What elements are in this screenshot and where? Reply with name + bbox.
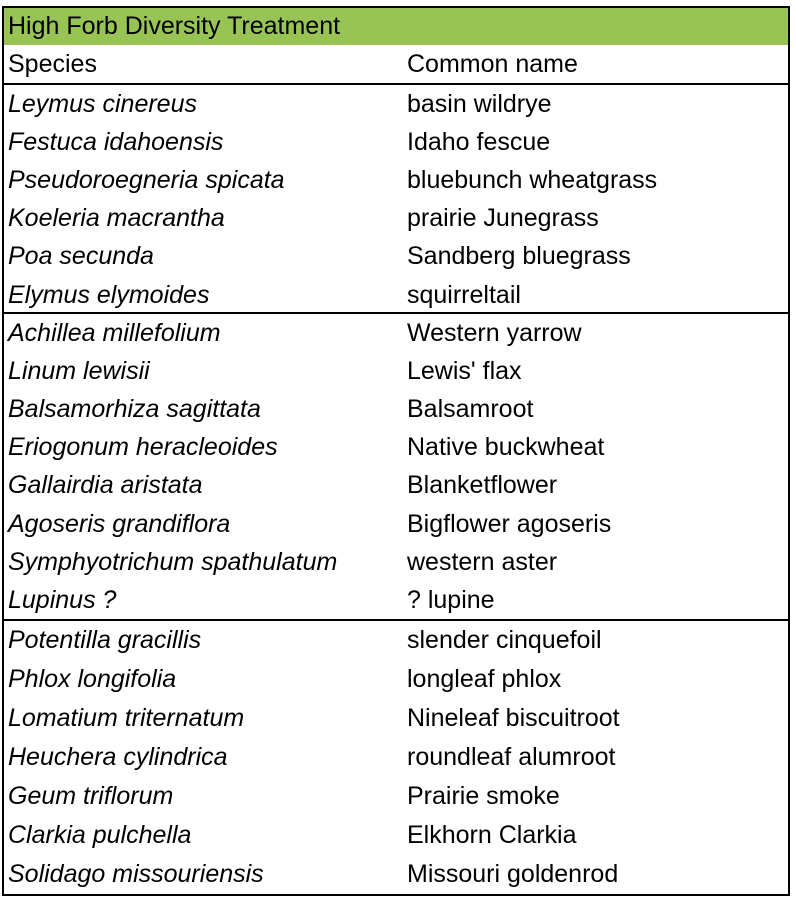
table-row: Achillea millefolium Western yarrow [4, 314, 788, 352]
common-name-cell: western aster [407, 547, 558, 576]
table-row: Gallairdia aristata Blanketflower [4, 467, 788, 505]
species-cell: Festuca idahoensis [8, 127, 224, 156]
common-name-cell: roundleaf alumroot [407, 743, 616, 771]
table-row: Agoseris grandiflora Bigflower agoseris [4, 505, 788, 543]
species-cell: Pseudoroegneria spicata [8, 165, 285, 194]
common-name-cell: Missouri goldenrod [407, 860, 619, 888]
table-row: Solidago missouriensis Missouri goldenrod [4, 855, 788, 894]
table-title: High Forb Diversity Treatment [8, 12, 341, 40]
forb-group-1: Achillea millefolium Western yarrow Linum … [4, 314, 788, 621]
grass-group: Leymus cinereus basin wildrye Festuca idah… [4, 85, 788, 314]
common-name-cell: Balsamroot [407, 394, 534, 423]
species-cell: Potentilla gracillis [8, 626, 202, 654]
table-row: Lomatium triternatum Nineleaf biscuitroot [4, 699, 788, 738]
forb-group-2: Potentilla gracillis slender cinquefoil Ph… [4, 621, 788, 894]
common-name-cell: Elkhorn Clarkia [407, 821, 577, 849]
table-row: Koeleria macrantha prairie Junegrass [4, 200, 788, 238]
species-cell: Elymus elymoides [8, 280, 210, 309]
common-name-cell: Nineleaf biscuitroot [407, 704, 620, 732]
table-row: Symphyotrichum spathulatum western aster [4, 543, 788, 581]
common-name-cell: Blanketflower [407, 471, 558, 500]
common-name-cell: prairie Junegrass [407, 204, 599, 233]
common-name-cell: Bigflower agoseris [407, 509, 612, 538]
table-row: Balsamorhiza sagittata Balsamroot [4, 390, 788, 428]
table-row: Linum lewisii Lewis' flax [4, 352, 788, 390]
table-row: Potentilla gracillis slender cinquefoil [4, 621, 788, 660]
species-cell: Balsamorhiza sagittata [8, 394, 261, 423]
table-row: Phlox longifolia longleaf phlox [4, 660, 788, 699]
species-column-header: Species [8, 49, 97, 78]
species-cell: Clarkia pulchella [8, 821, 192, 849]
species-cell: Heuchera cylindrica [8, 743, 228, 771]
table-row: Poa secunda Sandberg bluegrass [4, 238, 788, 276]
common-name-cell: basin wildrye [407, 89, 552, 118]
table-title-row: High Forb Diversity Treatment [4, 8, 788, 45]
species-cell: Eriogonum heracleoides [8, 433, 278, 462]
common-name-cell: Prairie smoke [407, 782, 560, 810]
common-name-cell: Western yarrow [407, 318, 582, 347]
common-name-cell: bluebunch wheatgrass [407, 165, 658, 194]
table-row: Heuchera cylindrica roundleaf alumroot [4, 738, 788, 777]
species-cell: Agoseris grandiflora [8, 509, 231, 538]
species-cell: Poa secunda [8, 242, 154, 271]
table-row: Geum triflorum Prairie smoke [4, 777, 788, 816]
table-row: Lupinus ? ? lupine [4, 581, 788, 619]
table-row: Eriogonum heracleoides Native buckwheat [4, 429, 788, 467]
species-cell: Gallairdia aristata [8, 471, 203, 500]
table-row: Clarkia pulchella Elkhorn Clarkia [4, 816, 788, 855]
common-name-cell: Lewis' flax [407, 356, 522, 385]
common-name-cell: ? lupine [407, 585, 495, 614]
species-cell: Lomatium triternatum [8, 704, 245, 732]
table-row: Leymus cinereus basin wildrye [4, 85, 788, 123]
common-name-cell: Native buckwheat [407, 433, 605, 462]
common-name-cell: Idaho fescue [407, 127, 551, 156]
common-name-cell: Sandberg bluegrass [407, 242, 631, 271]
species-cell: Linum lewisii [8, 356, 150, 385]
common-name-cell: squirreltail [407, 280, 521, 309]
species-cell: Achillea millefolium [8, 318, 221, 347]
table-row: Pseudoroegneria spicata bluebunch wheatgr… [4, 161, 788, 199]
species-cell: Solidago missouriensis [8, 860, 264, 888]
table-row: Festuca idahoensis Idaho fescue [4, 123, 788, 161]
common-name-cell: longleaf phlox [407, 665, 562, 693]
species-table: High Forb Diversity Treatment Species Co… [2, 6, 790, 896]
common-name-cell: slender cinquefoil [407, 626, 602, 654]
column-header-row: Species Common name [4, 45, 788, 85]
species-cell: Lupinus ? [8, 585, 117, 614]
species-cell: Phlox longifolia [8, 665, 177, 693]
species-cell: Koeleria macrantha [8, 204, 225, 233]
species-cell: Symphyotrichum spathulatum [8, 547, 338, 576]
common-name-column-header: Common name [407, 49, 578, 78]
table-row: Elymus elymoides squirreltail [4, 276, 788, 314]
species-cell: Leymus cinereus [8, 89, 197, 118]
species-cell: Geum triflorum [8, 782, 174, 810]
